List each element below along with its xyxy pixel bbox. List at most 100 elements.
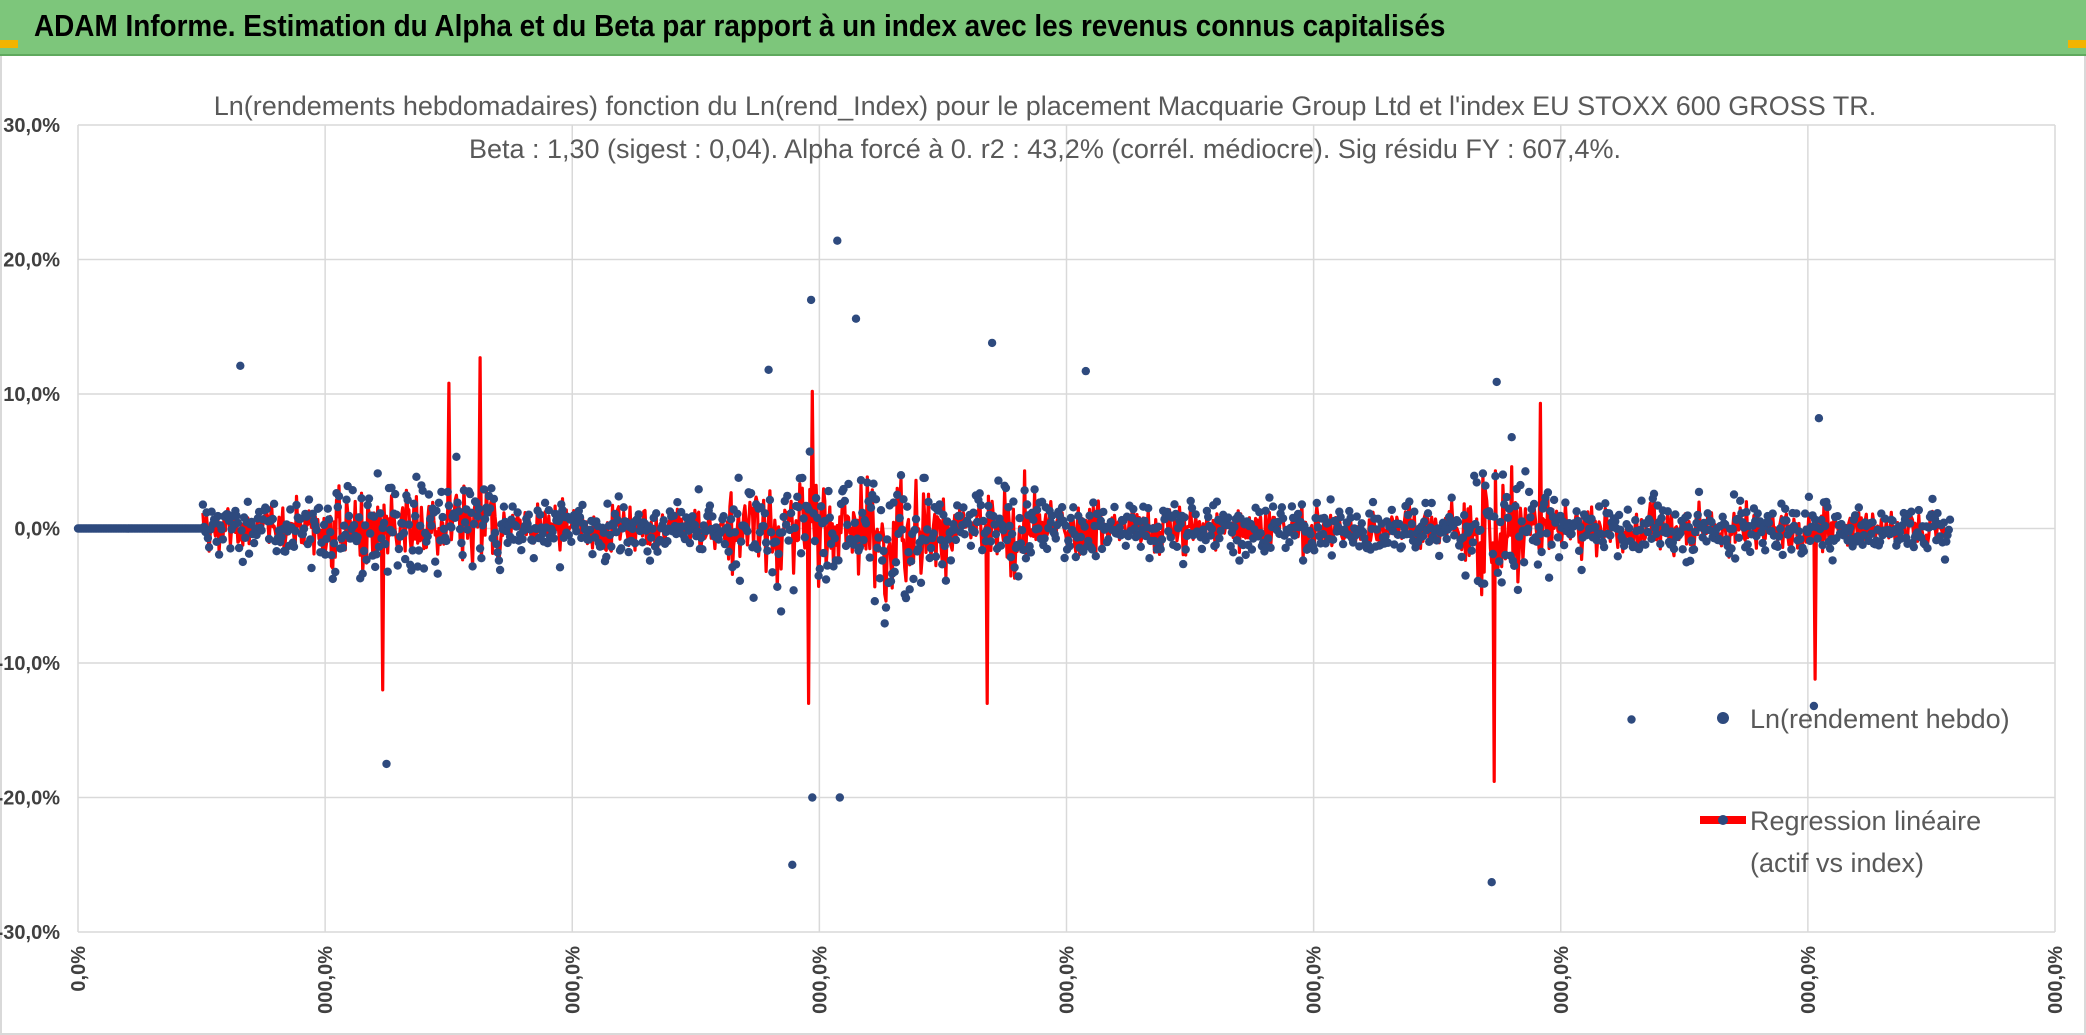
data-point [1510, 561, 1519, 570]
data-point [607, 542, 616, 551]
data-point [344, 511, 354, 521]
data-point [342, 495, 351, 504]
data-point [1794, 527, 1804, 536]
data-point [1694, 487, 1704, 497]
data-point [1676, 529, 1685, 538]
legend-label-regression-1: Regression linéaire [1750, 806, 1981, 836]
data-point [1691, 527, 1700, 537]
data-point [1731, 554, 1740, 563]
data-point [1521, 467, 1530, 476]
data-point [572, 527, 581, 536]
data-point [841, 541, 851, 551]
data-point [735, 576, 745, 585]
data-point [1472, 478, 1481, 487]
data-point [312, 525, 321, 535]
data-point [1298, 556, 1308, 565]
data-point [1432, 536, 1441, 545]
regression-line [201, 356, 1952, 783]
data-point [898, 525, 907, 534]
y-tick-label: -30,0% [0, 922, 60, 944]
data-point [233, 518, 243, 528]
data-point [690, 520, 700, 530]
data-point [1229, 548, 1238, 557]
legend-marker-returns [1717, 712, 1729, 724]
data-point [237, 526, 246, 535]
data-point [338, 543, 347, 552]
data-point [759, 521, 768, 531]
data-point [648, 524, 657, 533]
data-point [1873, 525, 1882, 534]
data-point [904, 548, 913, 557]
data-point [1727, 544, 1736, 553]
data-point [730, 528, 740, 537]
data-point [720, 539, 730, 549]
data-point [597, 542, 606, 551]
data-point [207, 507, 216, 516]
data-point [856, 476, 866, 485]
data-point [1287, 502, 1297, 511]
data-point [1813, 534, 1822, 543]
data-point [1418, 532, 1428, 541]
data-point [806, 295, 816, 305]
data-point [1081, 366, 1091, 376]
data-point [798, 473, 807, 483]
data-point [549, 534, 558, 543]
data-point [1594, 502, 1604, 511]
data-point [1559, 541, 1569, 550]
data-point [796, 549, 806, 558]
data-point [1467, 546, 1476, 555]
data-point [444, 501, 454, 510]
data-point [698, 545, 707, 554]
corner-marker-right [2068, 40, 2086, 48]
data-point [1667, 527, 1676, 536]
data-point [1390, 540, 1399, 549]
data-point [226, 544, 235, 553]
data-point [1611, 517, 1620, 526]
data-point [328, 574, 337, 584]
data-point [883, 535, 892, 544]
data-point [1493, 568, 1503, 577]
data-point [1016, 539, 1026, 548]
data-point [1002, 535, 1012, 545]
data-point [1057, 503, 1067, 512]
data-point [1170, 500, 1179, 509]
data-point [411, 511, 420, 521]
data-point [307, 563, 316, 573]
data-point [816, 502, 826, 511]
data-point [1858, 540, 1867, 549]
data-point [1216, 526, 1225, 536]
data-point [773, 582, 782, 591]
data-point [1215, 534, 1224, 543]
data-point [1809, 701, 1819, 711]
data-point [1306, 530, 1315, 539]
data-point [1683, 511, 1692, 520]
data-point [1728, 524, 1737, 533]
data-point [1669, 544, 1679, 554]
data-point [851, 314, 861, 323]
data-point [319, 520, 329, 529]
data-point [1450, 531, 1459, 540]
data-point [1420, 517, 1429, 526]
data-point [1471, 519, 1480, 529]
data-point [976, 501, 986, 510]
data-point [213, 511, 223, 521]
data-point [304, 495, 314, 504]
data-point [861, 519, 871, 528]
data-point [878, 556, 887, 565]
data-point [1496, 517, 1505, 527]
data-point [768, 568, 777, 577]
data-point [914, 544, 923, 553]
data-point [1532, 537, 1541, 546]
data-point [694, 485, 703, 494]
data-point [731, 560, 741, 569]
data-point [212, 537, 221, 546]
data-point [1643, 527, 1653, 537]
data-point [960, 530, 969, 539]
data-point [1487, 878, 1496, 887]
data-point [567, 537, 576, 546]
data-point [1207, 524, 1217, 534]
data-point [392, 510, 401, 519]
data-point [404, 520, 414, 529]
data-point [1542, 529, 1551, 538]
data-point [1928, 494, 1937, 504]
